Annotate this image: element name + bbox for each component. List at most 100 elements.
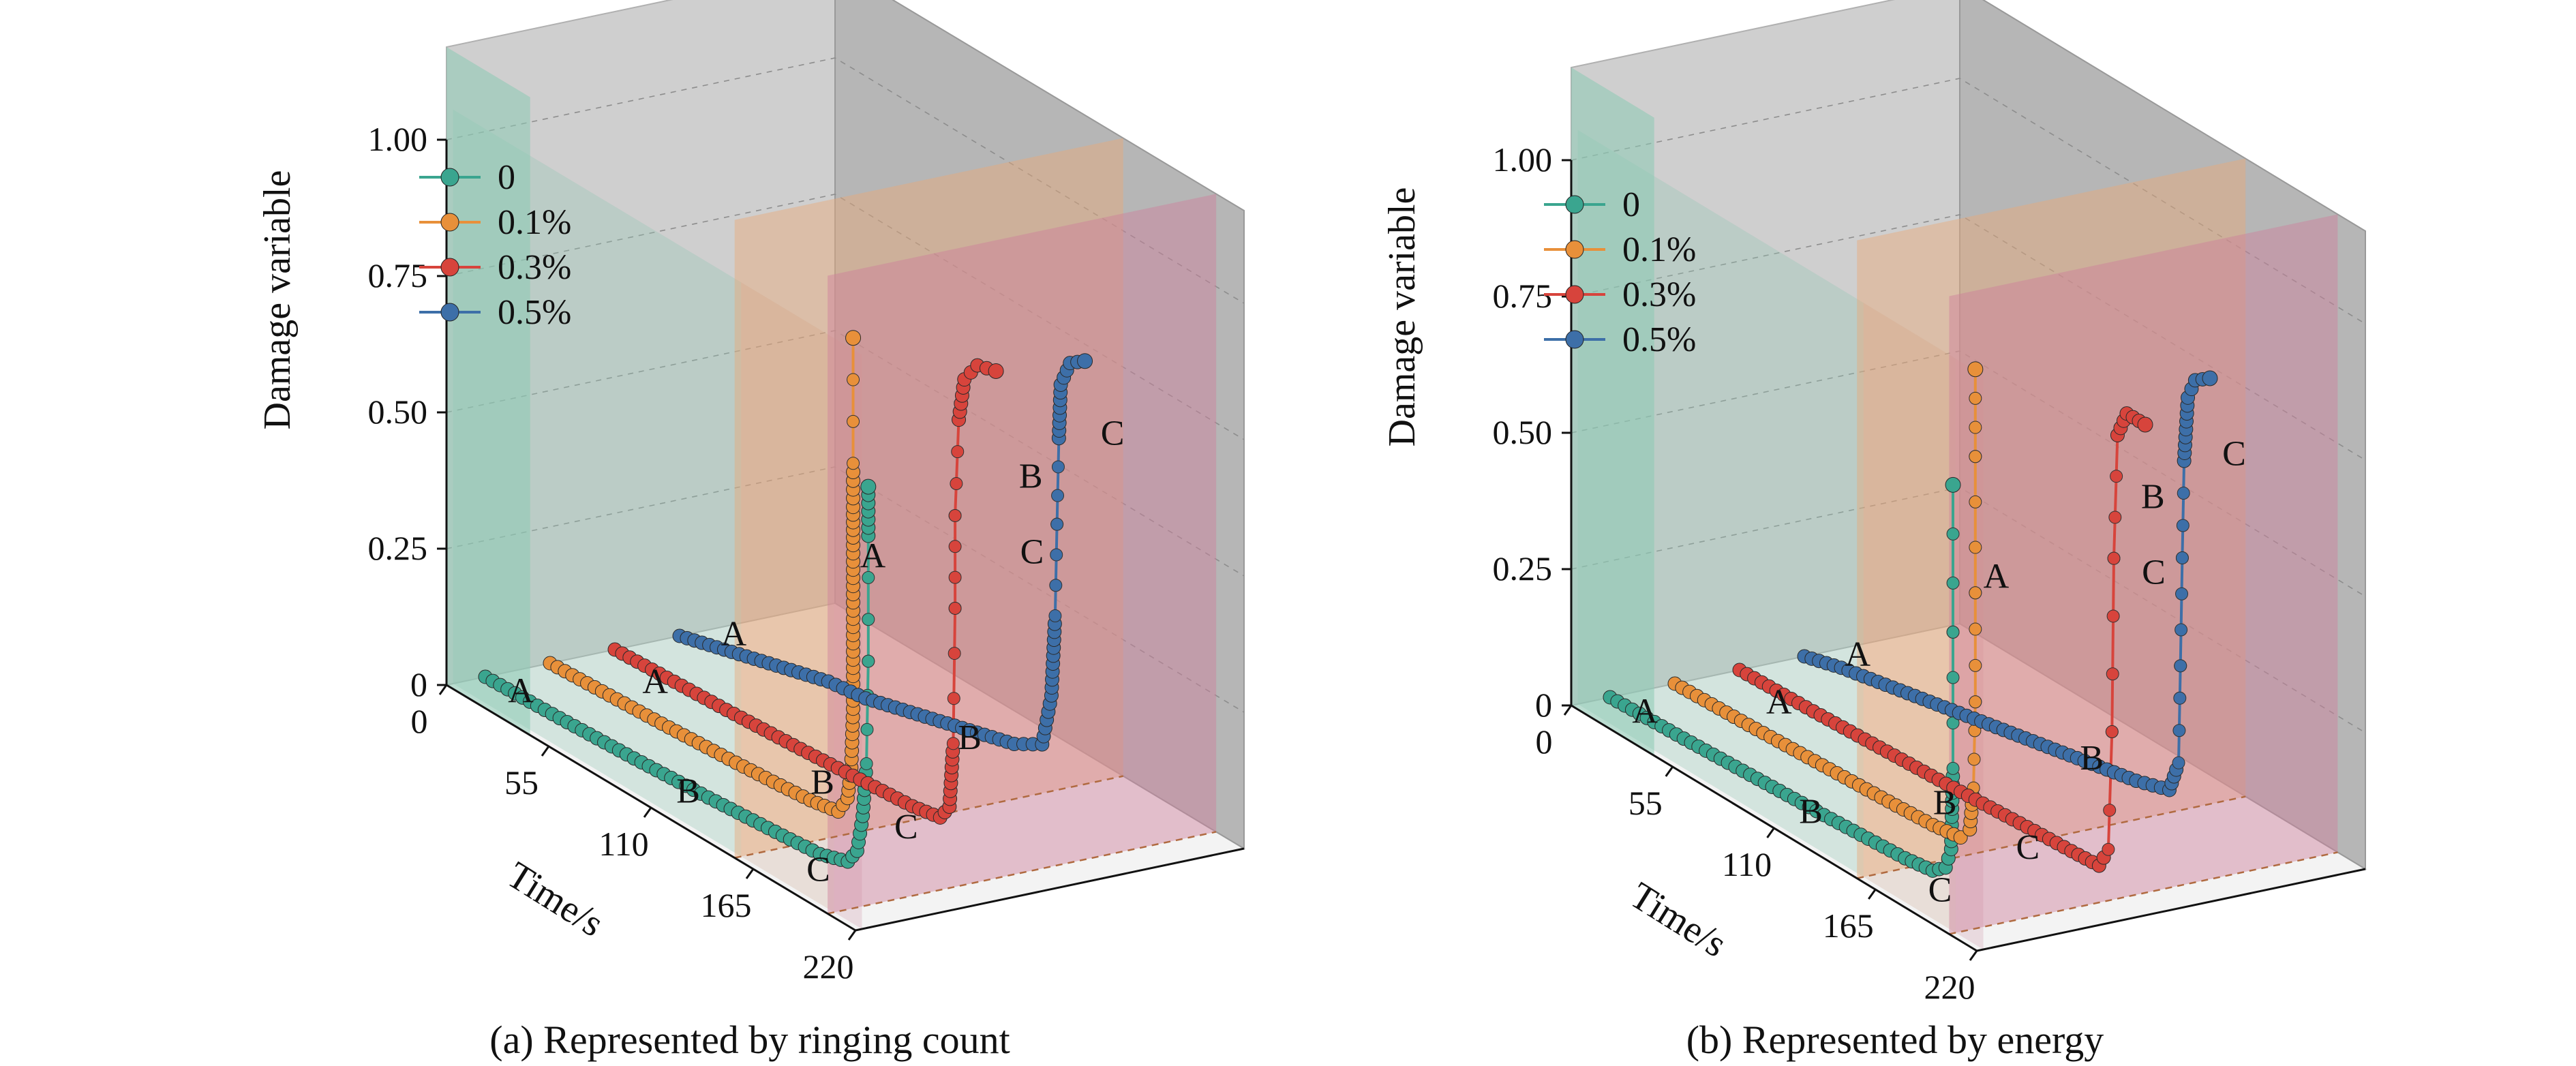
stage-label: C [806,850,830,889]
z-tick-label: 0.25 [1493,549,1553,588]
x-tick-label: 55 [504,763,539,802]
stage-a-plane [1571,67,1654,756]
data-point [1969,695,1982,709]
x-tick [847,930,857,941]
stage-label: A [1632,692,1658,731]
data-point [2108,511,2122,524]
x-tick-label: 0 [411,702,428,740]
data-point [1969,421,1982,434]
stage-label: A [642,663,668,701]
data-point [1077,353,1093,369]
legend-marker [440,303,459,322]
z-tick-label: 0.50 [368,393,428,431]
legend-label: 0.5% [498,293,571,332]
stage-label: B [2080,739,2104,778]
stage-label: B [810,763,834,802]
stage-label: B [1799,793,1823,832]
data-point [2202,370,2218,386]
back-wall [1959,0,2366,870]
data-point [951,445,965,459]
back-wall [834,0,1245,850]
x-tick [1766,827,1775,838]
x-axis-title: Time/s [500,854,611,945]
data-point [862,613,875,626]
panel-caption: (b) Represented by energy [1686,1018,2104,1062]
data-point [2175,551,2189,564]
data-point [1969,540,1982,554]
legend-label: 0.3% [1622,275,1696,314]
data-point [2172,724,2186,737]
data-point [1050,517,1064,531]
stage-label: B [1933,783,1957,822]
x-tick [1868,889,1877,900]
z-tick-label: 0 [1535,686,1552,724]
panel-caption: (a) Represented by ringing count [489,1018,1010,1062]
data-point [2175,623,2188,637]
stage-divider-line [1949,851,2338,935]
stage-label: A [1766,683,1792,722]
stage-boundary-plane [828,194,1217,914]
data-point [2107,551,2121,565]
x-tick [745,868,755,879]
stage-label: B [958,718,982,757]
legend-marker [440,258,459,277]
z-gridline [446,330,1245,577]
data-point [1051,460,1065,474]
data-point [860,757,873,770]
data-point [2176,519,2189,532]
data-point [1048,609,1062,623]
data-point [847,373,860,386]
z-tick-label: 1.00 [368,120,428,158]
data-point [2137,416,2153,433]
legend-label: 0.1% [1622,230,1696,269]
x-tick [1563,705,1573,716]
data-point [1967,752,1981,766]
z-gridline [446,194,1245,440]
data-point [862,654,875,668]
data-point [1969,450,1982,463]
legend-marker [1565,240,1584,259]
stage-label: B [1019,457,1043,496]
data-point [1946,671,1960,684]
data-point [948,570,962,584]
stage-label: C [2142,553,2166,592]
data-point [1967,361,1984,378]
data-point [948,647,961,660]
stage-label: B [676,772,700,811]
data-point [2110,470,2123,483]
x-tick-label: 110 [598,825,648,863]
legend-marker [440,213,459,232]
data-point [845,330,862,346]
z-gridline [1571,214,2366,461]
z-gridline [1571,350,2366,597]
legend-marker [1565,285,1584,304]
stage-label: A [860,536,886,575]
stage-label: A [1845,635,1870,674]
data-point [860,478,877,495]
data-point [1946,527,1960,540]
data-point [1946,576,1960,590]
data-point [1050,548,1063,562]
z-axis-title: Damage variable [1381,187,1423,447]
data-point [2175,587,2189,600]
data-point [860,722,874,736]
x-tick [1969,950,1978,961]
x-tick-label: 220 [803,947,854,986]
data-point [1969,658,1982,672]
data-point [988,363,1004,379]
data-point [1049,579,1063,592]
data-point [847,414,860,428]
x-tick [541,746,550,757]
stage-label: B [2141,477,2165,516]
stage-divider-line [827,831,1217,915]
z-tick-label: 0.25 [368,529,428,567]
data-point [1051,489,1065,502]
stage-label: C [1928,870,1952,909]
data-point [1969,495,1982,508]
stage-label: A [721,615,747,654]
legend-marker [440,168,459,187]
legend-label: 0.5% [1622,320,1696,359]
data-point [2103,804,2117,817]
data-point [2105,725,2119,739]
